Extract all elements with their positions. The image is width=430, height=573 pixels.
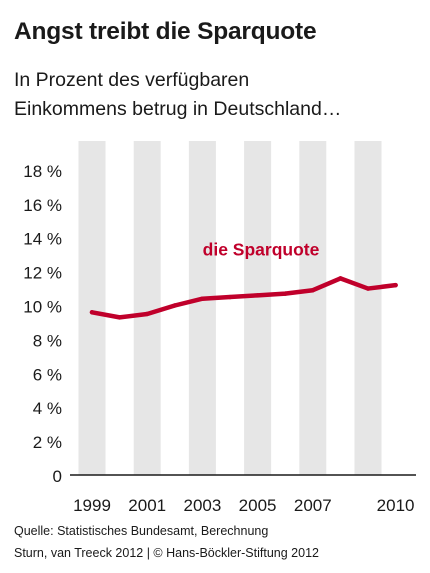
year-band-1999 [78, 141, 106, 475]
y-tick-label: 0 [53, 467, 62, 486]
data-point-2002 [172, 303, 177, 308]
x-tick-label: 2005 [239, 496, 277, 515]
data-point-2005 [255, 293, 260, 298]
y-tick-label: 4 % [33, 399, 62, 418]
y-tick-label: 2 % [33, 433, 62, 452]
year-band-2003 [188, 141, 216, 475]
y-tick-label: 18 % [23, 162, 62, 181]
series-line-sparquote [89, 276, 398, 320]
source-line-1: Quelle: Statistisches Bundesamt, Berechn… [14, 524, 269, 538]
data-point-2004 [227, 294, 233, 300]
data-point-2000 [117, 315, 122, 320]
data-point-2003 [200, 296, 205, 301]
year-band-2007 [299, 141, 327, 475]
year-band-2005 [244, 141, 272, 475]
y-tick-label: 16 % [23, 196, 62, 215]
x-tick-label: 2003 [183, 496, 221, 515]
y-tick-label: 14 % [23, 230, 62, 249]
y-tick-label: 8 % [33, 331, 62, 350]
year-band-2009 [354, 141, 382, 475]
data-point-2010 [393, 282, 398, 288]
y-tick-label: 10 % [23, 298, 62, 317]
subtitle-line-2: Einkommens betrug in Deutschland… [14, 98, 342, 120]
subtitle-line-1: In Prozent des verfügbaren [14, 69, 250, 91]
y-tick-label: 12 % [23, 264, 62, 283]
chart-subtitle: In Prozent des verfügbaren Einkommens be… [14, 66, 426, 124]
data-point-2008 [338, 276, 343, 281]
x-tick-label: 1999 [73, 496, 111, 515]
data-point-2006 [283, 291, 288, 296]
chart-title: Angst treibt die Sparquote [14, 18, 317, 45]
series-label: die Sparquote [203, 239, 320, 259]
data-point-1999 [89, 310, 95, 315]
x-tick-label: 2010 [377, 496, 415, 515]
x-tick-label: 2001 [128, 496, 166, 515]
source-line-2: Sturn, van Treeck 2012 | © Hans-Böckler-… [14, 546, 319, 560]
line-chart: 0 2 % 4 % 6 % 8 % 10 % 12 % 14 % 16 % 18 % 1999 200… [23, 141, 416, 515]
data-point-2001 [145, 311, 150, 317]
source-note: Quelle: Statistisches Bundesamt, Berechn… [14, 520, 319, 564]
data-point-2007 [310, 288, 315, 293]
x-tick-label: 2007 [294, 496, 332, 515]
year-band-2001 [133, 141, 161, 475]
y-tick-label: 6 % [33, 365, 62, 384]
data-point-2009 [365, 286, 371, 291]
